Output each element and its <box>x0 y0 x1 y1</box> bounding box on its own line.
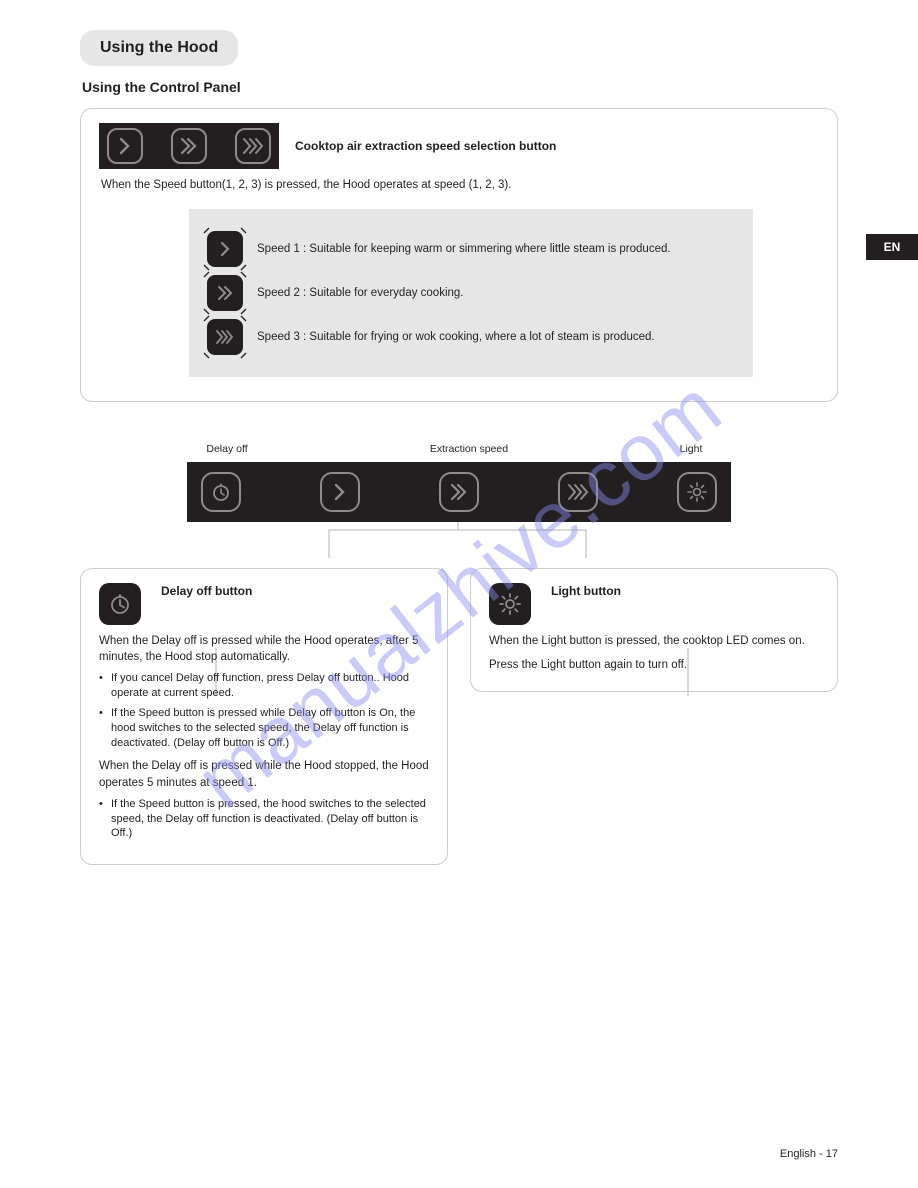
speed-1-icon <box>107 128 143 164</box>
light-p1: When the Light button is pressed, the co… <box>489 633 819 649</box>
speed-row-2: Speed 2 : Suitable for everyday cooking. <box>207 275 735 311</box>
delay-panel: Delay off button When the Delay off is p… <box>80 568 448 865</box>
section-heading: Using the Control Panel <box>82 78 838 98</box>
label-light: Light <box>651 442 731 457</box>
speed-2-button[interactable] <box>439 472 479 512</box>
delay-off-icon <box>99 583 141 625</box>
delay-p1: When the Delay off is pressed while the … <box>99 633 429 665</box>
label-delay: Delay off <box>187 442 267 457</box>
speed-title: Cooktop air extraction speed selection b… <box>295 138 819 155</box>
speed-row-2-icon <box>207 275 243 311</box>
light-panel: Light button When the Light button is pr… <box>470 568 838 692</box>
speed-panel: Cooktop air extraction speed selection b… <box>80 108 838 402</box>
control-bar: Delay off Extraction speed Light <box>187 462 731 522</box>
speed-row-3: Speed 3 : Suitable for frying or wok coo… <box>207 319 735 355</box>
delay-li3: If the Speed button is pressed, the hood… <box>99 797 429 842</box>
page-number: English - 17 <box>780 1147 838 1162</box>
speed-row-2-text: Speed 2 : Suitable for everyday cooking. <box>257 285 735 301</box>
speed-row-3-icon <box>207 319 243 355</box>
speed-3-button[interactable] <box>558 472 598 512</box>
speed-row-1: Speed 1 : Suitable for keeping warm or s… <box>207 231 735 267</box>
speed-strip <box>99 123 279 169</box>
speed-table: Speed 1 : Suitable for keeping warm or s… <box>189 209 753 377</box>
section-pill: Using the Hood <box>80 30 238 66</box>
delay-title: Delay off button <box>161 583 252 600</box>
speed-3-icon <box>235 128 271 164</box>
language-tab: EN <box>866 234 918 260</box>
delay-li1: If you cancel Delay off function, press … <box>99 671 429 701</box>
delay-off-button[interactable] <box>201 472 241 512</box>
light-icon <box>489 583 531 625</box>
speed-row-1-text: Speed 1 : Suitable for keeping warm or s… <box>257 241 735 257</box>
delay-li2: If the Speed button is pressed while Del… <box>99 706 429 751</box>
speed-2-icon <box>171 128 207 164</box>
speed-body: When the Speed button(1, 2, 3) is presse… <box>101 177 819 193</box>
light-title: Light button <box>551 583 621 600</box>
delay-p2: When the Delay off is pressed while the … <box>99 758 429 790</box>
speed-row-1-icon <box>207 231 243 267</box>
speed-1-button[interactable] <box>320 472 360 512</box>
light-button[interactable] <box>677 472 717 512</box>
label-speed: Extraction speed <box>267 442 651 457</box>
light-p2: Press the Light button again to turn off… <box>489 657 819 673</box>
speed-row-3-text: Speed 3 : Suitable for frying or wok coo… <box>257 329 735 345</box>
